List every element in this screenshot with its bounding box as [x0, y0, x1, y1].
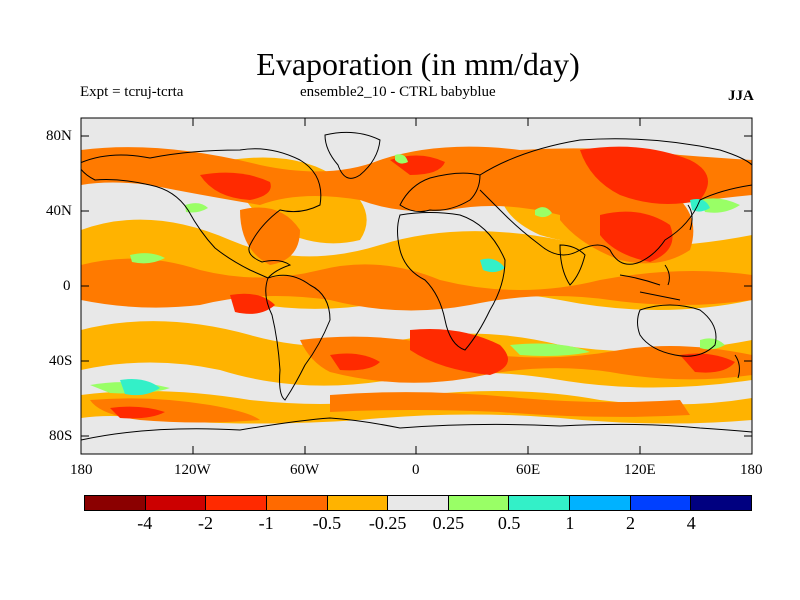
- y-tick-label: 80N: [46, 128, 72, 144]
- y-tick-label: 80S: [49, 428, 73, 444]
- x-tick-label: 60E: [516, 462, 541, 478]
- evap-region: [81, 258, 752, 311]
- x-tick-label: 180: [70, 462, 93, 478]
- colorbar-swatch: [570, 496, 631, 510]
- colorbar-label: 4: [686, 513, 696, 533]
- chart-title: Evaporation (in mm/day): [256, 46, 580, 82]
- colorbar-swatch: [85, 496, 146, 510]
- evap-region-strong: [580, 146, 708, 204]
- evap-region-positive: [480, 258, 505, 273]
- season-label: JJA: [728, 88, 754, 104]
- colorbar-label: 1: [565, 513, 575, 533]
- colorbar-label: -2: [197, 513, 213, 533]
- x-tick-label: 0: [412, 462, 420, 478]
- y-tick-label: 0: [63, 278, 71, 294]
- y-tick-label: 40S: [49, 353, 73, 369]
- evap-region-positive: [690, 199, 710, 212]
- map-field: [81, 118, 752, 454]
- evap-region-positive: [700, 338, 725, 350]
- x-tick-label: 180: [740, 462, 763, 478]
- evap-region-strong: [680, 353, 735, 373]
- evap-region-strong: [200, 172, 271, 200]
- colorbar-swatch: [145, 496, 207, 510]
- evap-region-positive: [395, 154, 408, 164]
- colorbar-label: 0.5: [497, 513, 521, 533]
- colorbar-label: -0.5: [312, 513, 342, 533]
- evap-region-positive: [185, 203, 208, 213]
- evap-region-positive: [120, 379, 160, 396]
- experiment-label: Expt = tcruj-tcrta: [80, 84, 184, 100]
- colorbar-label: -1: [258, 513, 274, 533]
- colorbar-swatch: [691, 496, 752, 510]
- evap-region: [330, 392, 690, 417]
- evap-region: [240, 207, 300, 265]
- evap-region-strong: [230, 293, 275, 314]
- evap-region-strong: [410, 329, 508, 375]
- colorbar-swatch: [509, 496, 571, 510]
- colorbar-swatch: [266, 496, 328, 510]
- colorbar: [84, 495, 752, 511]
- x-tick-label: 60W: [290, 462, 320, 478]
- evap-region-positive: [130, 253, 165, 264]
- y-tick-label: 40N: [46, 203, 72, 219]
- colorbar-label: -4: [137, 513, 153, 533]
- x-tick-label: 120E: [624, 462, 656, 478]
- coastlines: [81, 131, 752, 441]
- colorbar-swatch: [388, 496, 449, 510]
- colorbar-swatch: [206, 496, 267, 510]
- colorbar-label: 0.25: [432, 513, 465, 533]
- evap-region-positive: [535, 207, 552, 218]
- colorbar-swatch: [448, 496, 510, 510]
- evap-region-strong: [600, 211, 673, 262]
- ensemble-label: ensemble2_10 - CTRL babyblue: [300, 84, 496, 100]
- colorbar-label: 2: [626, 513, 636, 533]
- evap-region-positive: [510, 343, 590, 356]
- colorbar-label: -0.25: [368, 513, 407, 533]
- colorbar-swatch: [327, 496, 389, 510]
- colorbar-swatch: [630, 496, 692, 510]
- evap-region-strong: [110, 406, 165, 419]
- evap-region-strong: [330, 353, 380, 371]
- axis-ticks: [81, 118, 752, 454]
- evap-region-positive: [700, 198, 740, 213]
- x-tick-label: 120W: [174, 462, 211, 478]
